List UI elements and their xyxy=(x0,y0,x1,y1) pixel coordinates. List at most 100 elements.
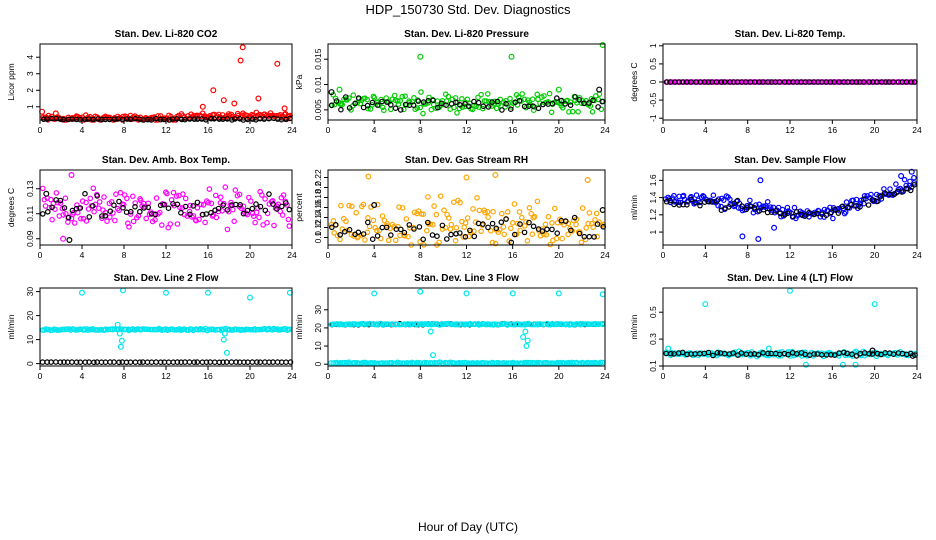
data-point xyxy=(499,107,505,113)
data-point xyxy=(414,359,420,366)
data-point xyxy=(399,93,406,100)
data-point xyxy=(161,201,167,208)
data-point xyxy=(471,98,477,105)
data-point xyxy=(270,201,276,207)
data-point xyxy=(873,198,880,205)
data-point xyxy=(380,107,387,114)
data-point xyxy=(174,201,181,208)
data-point xyxy=(725,204,732,210)
data-point xyxy=(519,91,526,97)
data-point xyxy=(715,202,722,209)
data-point xyxy=(328,89,335,96)
data-point xyxy=(371,290,378,297)
data-point xyxy=(869,347,876,354)
data-point xyxy=(839,361,846,368)
data-point xyxy=(509,220,516,226)
data-point xyxy=(663,198,670,205)
data-point xyxy=(771,224,778,231)
x-tick-label: 16 xyxy=(508,371,518,381)
x-tick-label: 4 xyxy=(703,125,708,135)
data-point xyxy=(157,202,164,209)
data-point xyxy=(489,99,495,105)
data-point xyxy=(751,205,758,211)
data-point xyxy=(568,227,574,234)
data-point xyxy=(443,236,450,242)
data-point xyxy=(339,359,346,366)
data-point xyxy=(484,208,491,215)
data-point xyxy=(396,204,402,210)
data-point xyxy=(400,106,407,113)
data-point xyxy=(212,359,218,366)
data-point xyxy=(39,211,46,217)
data-point xyxy=(452,237,459,244)
data-point xyxy=(874,350,881,357)
data-point xyxy=(462,101,468,107)
data-point xyxy=(387,232,394,238)
data-point xyxy=(448,221,455,228)
data-point xyxy=(757,177,764,184)
data-point xyxy=(381,217,388,224)
data-point xyxy=(457,102,463,108)
data-point xyxy=(107,208,114,215)
data-point xyxy=(39,359,46,365)
data-point xyxy=(675,199,682,206)
x-tick-label: 4 xyxy=(80,125,85,135)
x-tick-label: 16 xyxy=(508,125,518,135)
data-point xyxy=(772,208,779,214)
data-point xyxy=(480,221,486,227)
data-point xyxy=(101,194,107,200)
data-point xyxy=(491,98,498,105)
data-point xyxy=(571,214,578,221)
data-point xyxy=(447,226,454,232)
data-point xyxy=(237,57,244,64)
data-point xyxy=(360,231,367,237)
data-point xyxy=(529,96,536,103)
data-point xyxy=(596,86,603,93)
data-point xyxy=(530,103,536,110)
data-point xyxy=(116,198,122,205)
panel-ylabel: kPa xyxy=(294,74,304,89)
data-point xyxy=(398,321,405,328)
data-point xyxy=(352,359,358,366)
x-tick-label: 16 xyxy=(508,250,518,260)
data-point xyxy=(96,199,103,205)
data-point xyxy=(724,79,731,85)
x-tick-label: 24 xyxy=(600,250,610,260)
data-point xyxy=(517,227,524,234)
data-point xyxy=(786,287,793,294)
data-point xyxy=(328,102,335,109)
data-point xyxy=(60,235,67,242)
y-tick-label: 1 xyxy=(648,43,658,48)
data-point xyxy=(692,199,699,206)
data-point xyxy=(401,233,408,239)
data-point xyxy=(586,233,593,240)
data-point xyxy=(514,220,521,227)
data-point xyxy=(384,220,390,227)
data-point xyxy=(453,99,459,106)
data-point xyxy=(865,202,872,208)
data-point xyxy=(249,205,256,212)
data-point xyxy=(434,233,440,240)
data-point xyxy=(431,203,437,209)
data-point xyxy=(364,102,371,109)
data-point xyxy=(64,326,71,332)
panel-ylabel: percent xyxy=(294,193,304,222)
data-point xyxy=(540,101,546,108)
x-tick-label: 20 xyxy=(245,125,255,135)
data-point xyxy=(360,359,366,366)
data-point xyxy=(249,116,256,122)
data-point xyxy=(414,105,421,111)
data-point xyxy=(599,207,606,214)
data-point xyxy=(679,349,686,356)
data-point xyxy=(448,231,454,238)
y-tick-label: 0.09 xyxy=(25,230,35,247)
x-tick-label: 20 xyxy=(870,125,880,135)
data-point xyxy=(430,352,437,359)
data-point xyxy=(421,359,428,366)
data-point xyxy=(680,79,686,85)
y-tick-label: 0 xyxy=(648,79,658,84)
x-tick-label: 12 xyxy=(462,371,472,381)
data-point xyxy=(417,53,424,60)
panel-ylabel: degrees C xyxy=(6,188,16,227)
